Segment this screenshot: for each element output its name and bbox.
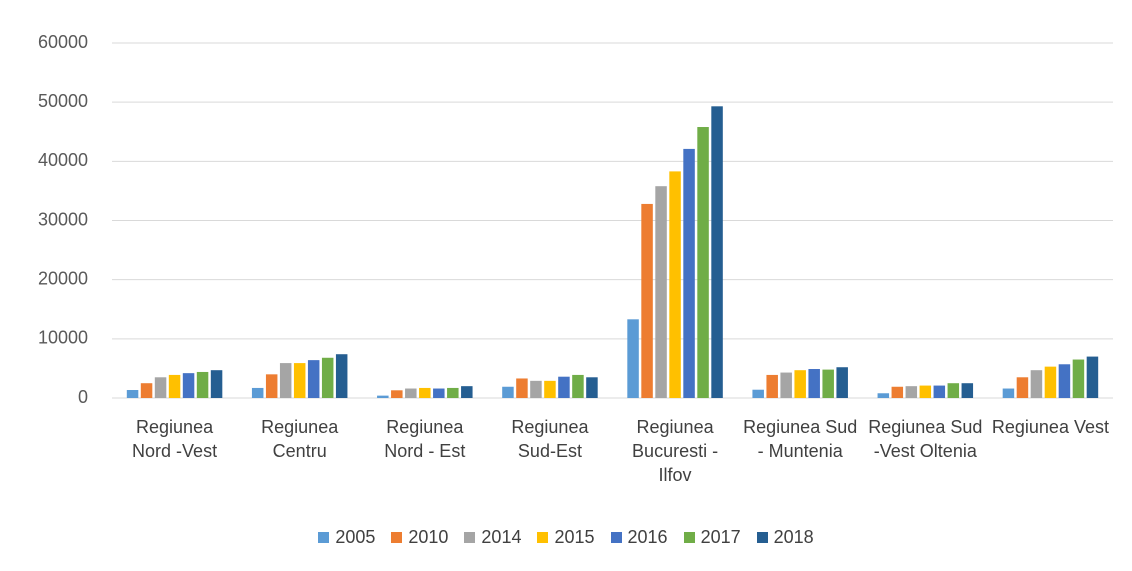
bar — [502, 386, 514, 398]
legend-item: 2005 — [318, 527, 375, 548]
bar — [210, 370, 223, 398]
bar — [265, 374, 278, 398]
x-tick-label: Regiunea Sud - Muntenia — [743, 417, 858, 461]
y-tick-label: 60000 — [38, 32, 88, 52]
legend-swatch — [610, 532, 622, 543]
legend-swatch — [391, 532, 403, 543]
legend-label: 2014 — [481, 527, 522, 547]
legend-item: 2018 — [756, 527, 814, 548]
bar — [293, 363, 306, 398]
legend-item: 2017 — [683, 527, 741, 548]
y-tick-label: 40000 — [38, 150, 88, 170]
legend-swatch — [537, 532, 549, 543]
bar — [669, 171, 681, 398]
bar — [919, 385, 932, 398]
bar — [196, 371, 209, 398]
bar — [697, 127, 709, 399]
bar — [544, 380, 556, 398]
x-tick-label: Regiunea Centru — [261, 417, 339, 461]
legend-item: 2015 — [537, 527, 595, 548]
bar — [1072, 359, 1085, 398]
legend-label: 2016 — [627, 527, 668, 547]
bar — [752, 389, 764, 398]
bar — [822, 369, 834, 398]
bar — [1016, 377, 1029, 398]
bar — [251, 387, 264, 398]
bar — [947, 383, 960, 398]
legend-item: 2016 — [610, 527, 668, 548]
bar — [877, 393, 890, 398]
legend: 2005 2010 2014 2015 2016 2017 2018 — [0, 527, 1132, 548]
legend-label: 2005 — [335, 527, 376, 547]
bar — [1044, 366, 1057, 398]
legend-swatch — [756, 532, 768, 543]
bar — [1058, 364, 1071, 398]
bar — [641, 203, 653, 398]
bar — [433, 388, 445, 398]
bar — [126, 390, 139, 398]
x-tick-label: Regiunea Bucuresti - Ilfov — [632, 417, 719, 485]
bar — [154, 377, 167, 398]
bar — [711, 106, 723, 398]
legend-label: 2017 — [700, 527, 741, 547]
bar — [572, 374, 584, 398]
bar — [405, 388, 417, 398]
bar — [1002, 388, 1015, 398]
legend-swatch — [464, 532, 476, 543]
bar — [140, 383, 153, 398]
x-tick-label: Regiunea Vest — [991, 417, 1109, 437]
bar — [891, 386, 904, 398]
legend-label: 2010 — [408, 527, 449, 547]
bar — [683, 148, 695, 398]
bar — [794, 370, 806, 398]
bar — [447, 387, 459, 398]
bar — [419, 387, 431, 398]
bar — [168, 374, 181, 398]
legend-item: 2010 — [391, 527, 448, 548]
bar — [961, 383, 974, 398]
bar — [461, 386, 473, 398]
legend-swatch — [683, 532, 695, 543]
legend-item: 2014 — [464, 527, 521, 548]
bar — [377, 395, 389, 398]
bar — [586, 377, 598, 398]
bar — [766, 374, 778, 398]
x-tick-label: Regiunea Sud -Vest Oltenia — [868, 417, 983, 461]
legend-label: 2015 — [554, 527, 595, 547]
x-tick-label: Regiunea Sud-Est — [511, 417, 589, 461]
bar — [905, 386, 918, 398]
bar — [836, 367, 848, 398]
legend-label: 2018 — [773, 527, 814, 547]
bar — [1086, 356, 1099, 398]
y-tick-label: 30000 — [38, 209, 88, 229]
bar — [307, 360, 320, 398]
bar — [933, 385, 946, 398]
bar — [558, 376, 570, 398]
legend-swatch — [318, 532, 330, 543]
bar — [780, 372, 792, 398]
bar — [335, 354, 348, 398]
y-tick-label: 50000 — [38, 91, 88, 111]
bar — [321, 357, 334, 398]
bar — [279, 363, 292, 398]
x-tick-label: Regiunea Nord - Est — [384, 417, 466, 461]
bar — [516, 378, 528, 398]
bar — [530, 380, 542, 398]
bar — [655, 186, 667, 398]
bar — [182, 373, 195, 398]
bar — [627, 319, 639, 398]
bar — [1030, 370, 1043, 398]
bar — [391, 390, 403, 398]
y-tick-label: 0 — [78, 387, 88, 407]
x-tick-label: Regiunea Nord -Vest — [132, 417, 218, 461]
bar — [808, 369, 820, 398]
y-tick-label: 10000 — [38, 328, 88, 348]
y-tick-label: 20000 — [38, 268, 88, 288]
